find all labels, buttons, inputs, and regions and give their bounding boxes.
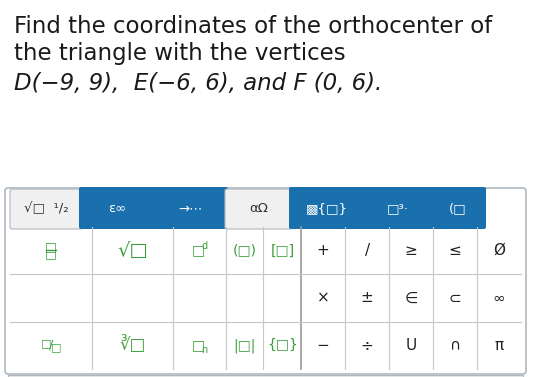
FancyBboxPatch shape	[362, 187, 433, 229]
Text: Ø: Ø	[493, 243, 505, 258]
Text: ∩: ∩	[449, 338, 461, 353]
FancyBboxPatch shape	[152, 187, 228, 229]
Text: π: π	[494, 338, 503, 353]
Text: □: □	[192, 338, 205, 352]
Text: □: □	[50, 342, 61, 352]
Text: +: +	[317, 243, 330, 258]
Text: √□  ¹/₂: √□ ¹/₂	[24, 202, 68, 216]
Text: Find the coordinates of the orthocenter of: Find the coordinates of the orthocenter …	[14, 15, 492, 38]
Text: n: n	[201, 345, 208, 356]
Text: ≤: ≤	[449, 243, 462, 258]
Bar	[8, 375, 523, 377]
Text: /: /	[365, 243, 370, 258]
FancyBboxPatch shape	[79, 187, 155, 229]
Text: →⋯: →⋯	[178, 202, 202, 216]
Text: /: /	[49, 339, 53, 352]
Text: □³·: □³·	[387, 202, 408, 216]
Text: ×: ×	[317, 291, 330, 305]
Text: ∛□: ∛□	[119, 336, 146, 354]
Text: (□): (□)	[233, 244, 256, 257]
Text: √□: √□	[117, 241, 148, 260]
Bar	[10, 227, 521, 369]
Text: D(−9, 9),  E(−6, 6), and F (0, 6).: D(−9, 9), E(−6, 6), and F (0, 6).	[14, 72, 382, 95]
Text: {□}: {□}	[267, 338, 298, 352]
FancyBboxPatch shape	[225, 189, 292, 229]
Text: ±: ±	[361, 291, 373, 305]
Text: ▩{□}: ▩{□}	[306, 202, 348, 216]
Text: □: □	[45, 241, 57, 254]
Text: (□: (□	[449, 202, 467, 216]
FancyBboxPatch shape	[5, 188, 526, 374]
Text: ⊂: ⊂	[449, 291, 462, 305]
Text: d: d	[201, 241, 208, 251]
Text: ∞: ∞	[493, 291, 506, 305]
FancyBboxPatch shape	[430, 187, 486, 229]
Text: the triangle with the vertices: the triangle with the vertices	[14, 42, 346, 65]
Text: U: U	[406, 338, 417, 353]
Text: −: −	[317, 338, 330, 353]
Text: ≥: ≥	[405, 243, 417, 258]
Text: ÷: ÷	[361, 338, 373, 353]
Text: ε∞: ε∞	[108, 202, 126, 216]
FancyBboxPatch shape	[10, 189, 82, 229]
FancyBboxPatch shape	[289, 187, 365, 229]
Text: [□]: [□]	[270, 244, 294, 257]
Text: □: □	[192, 244, 205, 257]
Text: □: □	[41, 338, 51, 348]
Text: □: □	[45, 248, 57, 261]
Text: ∈: ∈	[404, 291, 418, 305]
Text: αΩ: αΩ	[249, 202, 268, 216]
Text: |□|: |□|	[233, 338, 256, 352]
